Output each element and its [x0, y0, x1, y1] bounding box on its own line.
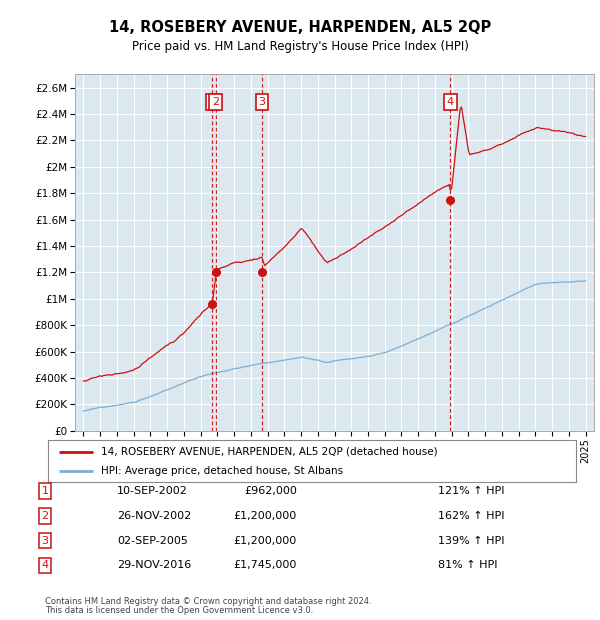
- Text: 2: 2: [41, 511, 49, 521]
- Point: [257, 267, 267, 277]
- Text: 3: 3: [259, 97, 266, 107]
- Text: £1,745,000: £1,745,000: [233, 560, 297, 570]
- Text: £962,000: £962,000: [244, 486, 297, 496]
- Point: [208, 299, 217, 309]
- Text: 1: 1: [41, 486, 49, 496]
- Text: Price paid vs. HM Land Registry's House Price Index (HPI): Price paid vs. HM Land Registry's House …: [131, 40, 469, 53]
- Text: 121% ↑ HPI: 121% ↑ HPI: [438, 486, 505, 496]
- Text: Contains HM Land Registry data © Crown copyright and database right 2024.: Contains HM Land Registry data © Crown c…: [45, 597, 371, 606]
- Text: 14, ROSEBERY AVENUE, HARPENDEN, AL5 2QP: 14, ROSEBERY AVENUE, HARPENDEN, AL5 2QP: [109, 20, 491, 35]
- Point: [211, 267, 220, 277]
- Text: 26-NOV-2002: 26-NOV-2002: [117, 511, 191, 521]
- Text: 139% ↑ HPI: 139% ↑ HPI: [438, 536, 505, 546]
- Text: HPI: Average price, detached house, St Albans: HPI: Average price, detached house, St A…: [101, 466, 343, 476]
- Text: 10-SEP-2002: 10-SEP-2002: [117, 486, 188, 496]
- Text: £1,200,000: £1,200,000: [234, 536, 297, 546]
- Point: [445, 195, 455, 205]
- Text: 14, ROSEBERY AVENUE, HARPENDEN, AL5 2QP (detached house): 14, ROSEBERY AVENUE, HARPENDEN, AL5 2QP …: [101, 446, 437, 456]
- Text: £1,200,000: £1,200,000: [234, 511, 297, 521]
- Text: 3: 3: [41, 536, 49, 546]
- Text: 2: 2: [212, 97, 219, 107]
- Text: 4: 4: [41, 560, 49, 570]
- Text: 02-SEP-2005: 02-SEP-2005: [117, 536, 188, 546]
- Text: 81% ↑ HPI: 81% ↑ HPI: [438, 560, 497, 570]
- Text: 1: 1: [209, 97, 215, 107]
- Text: 29-NOV-2016: 29-NOV-2016: [117, 560, 191, 570]
- Text: 4: 4: [446, 97, 454, 107]
- Text: This data is licensed under the Open Government Licence v3.0.: This data is licensed under the Open Gov…: [45, 606, 313, 615]
- Text: 162% ↑ HPI: 162% ↑ HPI: [438, 511, 505, 521]
